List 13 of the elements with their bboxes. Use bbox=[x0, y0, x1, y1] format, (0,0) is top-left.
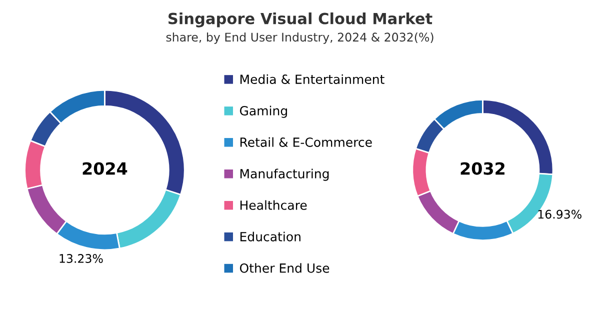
legend-label: Other End Use bbox=[240, 263, 330, 273]
legend-label: Gaming bbox=[240, 106, 287, 118]
legend-label: Media & Entertainment bbox=[240, 74, 384, 84]
slice-label: 2032 bbox=[460, 162, 504, 175]
data-label: 16.93% bbox=[538, 210, 582, 219]
legend-label: Retail & E-Commerce bbox=[240, 137, 372, 147]
legend-label: Education bbox=[240, 232, 300, 242]
chart-subtitle: share, by End User Industry, 2024 & 2032(%) bbox=[166, 32, 434, 44]
data-label: 13.23% bbox=[60, 254, 103, 263]
slice-label: 2024 bbox=[82, 162, 128, 175]
legend-label: Healthcare bbox=[240, 200, 307, 210]
chart-title: Singapore Visual Cloud Market bbox=[168, 12, 432, 28]
legend-label: Manufacturing bbox=[240, 168, 329, 181]
